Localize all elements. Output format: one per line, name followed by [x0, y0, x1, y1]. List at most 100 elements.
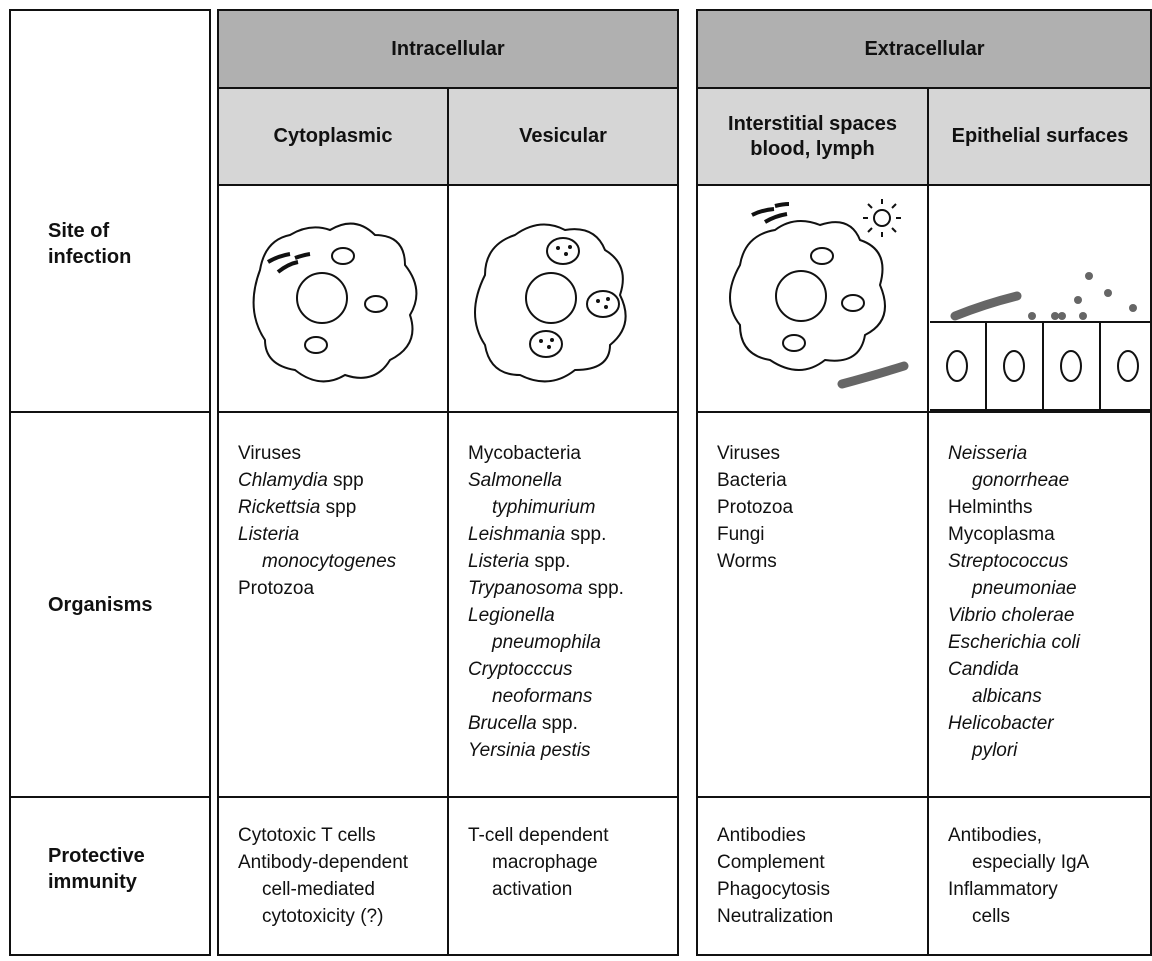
text-span: Antibodies — [717, 825, 806, 846]
text-line: Cryptocccus — [468, 656, 674, 683]
text-line: Helminths — [948, 494, 1148, 521]
text-line: activation — [468, 876, 674, 903]
text-line: cytotoxicity (?) — [238, 903, 444, 930]
text-span: Brucella — [468, 713, 537, 734]
text-span: Complement — [717, 852, 825, 873]
text-span: Phagocytosis — [717, 879, 831, 900]
text-line: Bacteria — [717, 467, 924, 494]
text-span: cytotoxicity (?) — [262, 906, 384, 927]
text-line: pylori — [948, 737, 1148, 764]
text-line: Mycoplasma — [948, 521, 1148, 548]
text-line: pneumophila — [468, 629, 674, 656]
text-span: spp. — [529, 551, 571, 572]
text-span: Leishmania — [468, 524, 566, 545]
text-line: Yersinia pestis — [468, 737, 674, 764]
text-span: Mycoplasma — [948, 524, 1055, 545]
text-line: Antibody-dependent — [238, 849, 444, 876]
text-span: Viruses — [717, 443, 781, 464]
text-line: cells — [948, 903, 1148, 930]
text-span: monocytogenes — [262, 551, 397, 572]
text-span: cell-mediated — [262, 879, 375, 900]
text-line: Brucella spp. — [468, 710, 674, 737]
text-line: T-cell dependent — [468, 822, 674, 849]
text-span: spp — [320, 497, 357, 518]
text-line: Salmonella — [468, 467, 674, 494]
text-span: spp. — [582, 578, 624, 599]
text-line: Helicobacter — [948, 710, 1148, 737]
group-header: Intracellular — [391, 37, 505, 60]
cell-text: Cytotoxic T cells Antibody-dependent cell-… — [238, 822, 444, 930]
cell-text: Viruses Chlamydia spp Rickettsia spp Lister… — [238, 440, 444, 602]
text-line: albicans — [948, 683, 1148, 710]
text-span: Salmonella — [468, 470, 562, 491]
text-span: Candida — [948, 659, 1019, 680]
text-line: Rickettsia spp — [238, 494, 444, 521]
text-line: Chlamydia spp — [238, 467, 444, 494]
text-line: Protozoa — [238, 575, 444, 602]
text-line: Cytotoxic T cells — [238, 822, 444, 849]
text-span: Antibody-dependent — [238, 852, 409, 873]
text-line: pneumoniae — [948, 575, 1148, 602]
text-span: Vibrio cholerae — [948, 605, 1075, 626]
text-line: Candida — [948, 656, 1148, 683]
text-span: Trypanosoma — [468, 578, 583, 599]
text-span: Bacteria — [717, 470, 787, 491]
text-span: especially IgA — [972, 852, 1090, 873]
text-span: spp. — [536, 713, 578, 734]
text-line: Antibodies, — [948, 822, 1148, 849]
text-line: Antibodies — [717, 822, 924, 849]
text-span: Legionella — [468, 605, 555, 626]
text-line: Trypanosoma spp. — [468, 575, 674, 602]
text-span: Worms — [717, 551, 777, 572]
text-line: Phagocytosis — [717, 876, 924, 903]
text-line: especially IgA — [948, 849, 1148, 876]
text-line: typhimurium — [468, 494, 674, 521]
text-span: Chlamydia — [238, 470, 328, 491]
text-span: pneumophila — [492, 632, 601, 653]
text-span: Helicobacter — [948, 713, 1054, 734]
text-line: Neisseria — [948, 440, 1148, 467]
text-span: cells — [972, 906, 1011, 927]
text-span: Protozoa — [238, 578, 315, 599]
text-span: Viruses — [238, 443, 302, 464]
row-label: Protective immunity — [48, 845, 145, 893]
text-span: spp. — [565, 524, 607, 545]
text-span: neoformans — [492, 686, 593, 707]
row-label: Site of infection — [48, 220, 132, 268]
cell-text: Antibodies Complement Phagocytosis Neutrali… — [717, 822, 924, 930]
text-span: Fungi — [717, 524, 765, 545]
text-span: albicans — [972, 686, 1042, 707]
text-line: Complement — [717, 849, 924, 876]
text-line: Leishmania spp. — [468, 521, 674, 548]
column-header: Vesicular — [519, 125, 607, 147]
text-span: typhimurium — [492, 497, 596, 518]
text-span: Cytotoxic T cells — [238, 825, 376, 846]
text-span: T-cell dependent — [468, 825, 609, 846]
cell-text: Neisseria gonorrheae Helminths Mycoplasma St… — [948, 440, 1148, 764]
row-label: Organisms — [48, 594, 153, 616]
text-line: Vibrio cholerae — [948, 602, 1148, 629]
text-span: spp — [327, 470, 364, 491]
text-line: Viruses — [238, 440, 444, 467]
text-span: Escherichia coli — [948, 632, 1080, 653]
text-line: Legionella — [468, 602, 674, 629]
text-span: macrophage — [492, 852, 598, 873]
text-line: neoformans — [468, 683, 674, 710]
text-line: Listeria — [238, 521, 444, 548]
text-span: Rickettsia — [238, 497, 321, 518]
text-span: Mycobacteria — [468, 443, 581, 464]
text-span: pylori — [972, 740, 1018, 761]
text-line: cell-mediated — [238, 876, 444, 903]
cell-text: T-cell dependent macrophage activation — [468, 822, 674, 903]
column-header: Interstitial spaces blood, lymph — [728, 112, 897, 160]
text-span: Neisseria — [948, 443, 1028, 464]
column-header: Cytoplasmic — [273, 125, 393, 147]
cell-text: Antibodies, especially IgA Inflammatory cel… — [948, 822, 1148, 930]
text-span: pneumoniae — [972, 578, 1077, 599]
text-line: Escherichia coli — [948, 629, 1148, 656]
text-span: Streptococcus — [948, 551, 1069, 572]
text-span: Antibodies, — [948, 825, 1043, 846]
column-header: Epithelial surfaces — [951, 125, 1129, 147]
